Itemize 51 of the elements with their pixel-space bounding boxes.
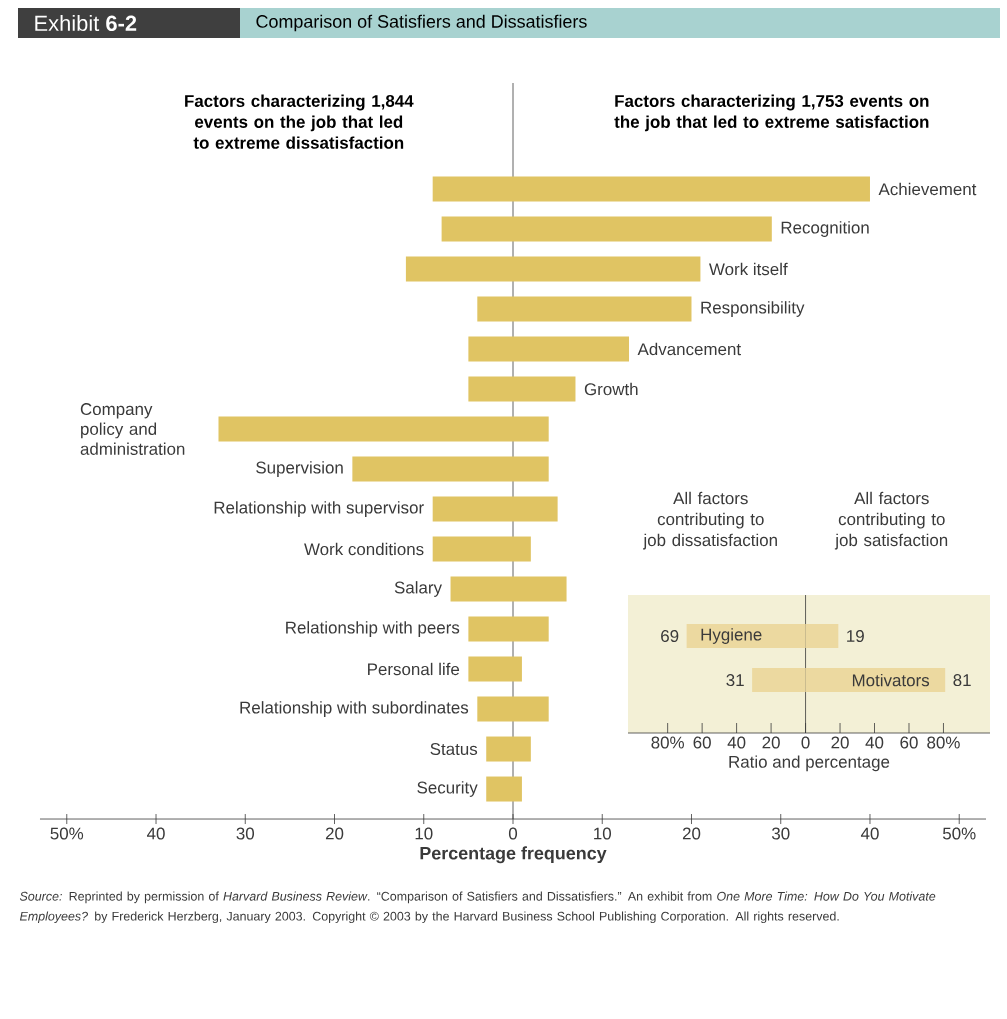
x-tick-label: 60 — [900, 736, 918, 749]
x-tick-label: 50% — [942, 827, 976, 840]
annotation: 19 — [847, 630, 864, 643]
x-tick-label: 40 — [860, 827, 879, 840]
annotation: All factors contributing to job satisfaction — [834, 491, 948, 550]
x-tick-label: 10 — [415, 827, 433, 840]
text: Factors characterizing 1,753 events on the job that led to extreme satisfaction — [614, 94, 929, 132]
annotation: All factors contributing to job dissatisfaction — [643, 491, 777, 550]
y-tick-label: Salary — [394, 581, 442, 597]
x-tick-label: 10 — [594, 827, 612, 840]
x-tick-label: 60 — [693, 736, 711, 749]
y-tick-label: Status — [430, 743, 478, 756]
x-tick-label: 80% — [651, 736, 684, 749]
x-tick-label: 0 — [508, 827, 518, 840]
annotation: 31 — [726, 674, 744, 687]
x-tick-label: 40 — [727, 736, 746, 749]
y-tick-label: Work conditions — [304, 542, 424, 556]
y-tick-label: Personal life — [368, 662, 460, 676]
x-tick-label: 20 — [325, 827, 344, 840]
x-tick-label: 40 — [865, 736, 884, 749]
y-tick-label: Recognition — [781, 221, 869, 237]
x-tick-label: 20 — [762, 736, 780, 749]
y-tick-label: Supervision — [256, 461, 343, 477]
y-tick-label: Achievement — [878, 182, 977, 196]
x-tick-label: 20 — [682, 827, 701, 840]
chart-subtitle: Exhibit 6-2 — [35, 14, 137, 32]
y-tick-label: Responsibility — [701, 301, 805, 317]
x-tick-label: 80% — [927, 736, 960, 749]
y-tick-label: Relationship with supervisor — [214, 501, 424, 517]
x-tick-label: 50% — [50, 827, 84, 840]
y-tick-label: Work itself — [709, 262, 788, 276]
annotation: 81 — [953, 674, 971, 687]
y-tick-label: Relationship with subordinates — [240, 701, 469, 717]
text: Source: Reprinted by permission of Harvard Business Review. “Comparison of Satisfiers and Dissatisfiers.” An exhibit from One More Time: How Do You Motivate Employees? by Frederick Herzberg, January 2003. Copyright © 2003 by the Harvard Business School Publishing Corporation. All rights reserved. — [19, 891, 936, 924]
x-axis-title: Percentage frequency — [420, 846, 607, 864]
y-tick-label: Company policy and administration — [80, 403, 185, 455]
text: Factors characterizing 1,844 events on the job that led to extreme dissatisfaction — [185, 94, 414, 149]
y-tick-label: Relationship with peers — [286, 621, 460, 637]
y-tick-label: Security — [417, 781, 478, 797]
chart-title: Comparison of Satisfiers and Dissatisfiers — [256, 14, 587, 32]
y-tick-label: Advancement — [637, 342, 741, 356]
y-tick-label: Growth — [584, 382, 638, 396]
x-tick-label: 20 — [831, 736, 849, 749]
y-tick-label: Hygiene — [701, 628, 762, 644]
annotation: 69 — [661, 630, 679, 643]
x-axis-title: Ratio and percentage — [729, 755, 890, 772]
x-tick-label: 0 — [801, 736, 810, 749]
x-tick-label: 30 — [236, 827, 255, 840]
y-tick-label: Motivators — [852, 673, 930, 687]
x-tick-label: 40 — [146, 827, 165, 840]
x-tick-label: 30 — [771, 827, 790, 840]
